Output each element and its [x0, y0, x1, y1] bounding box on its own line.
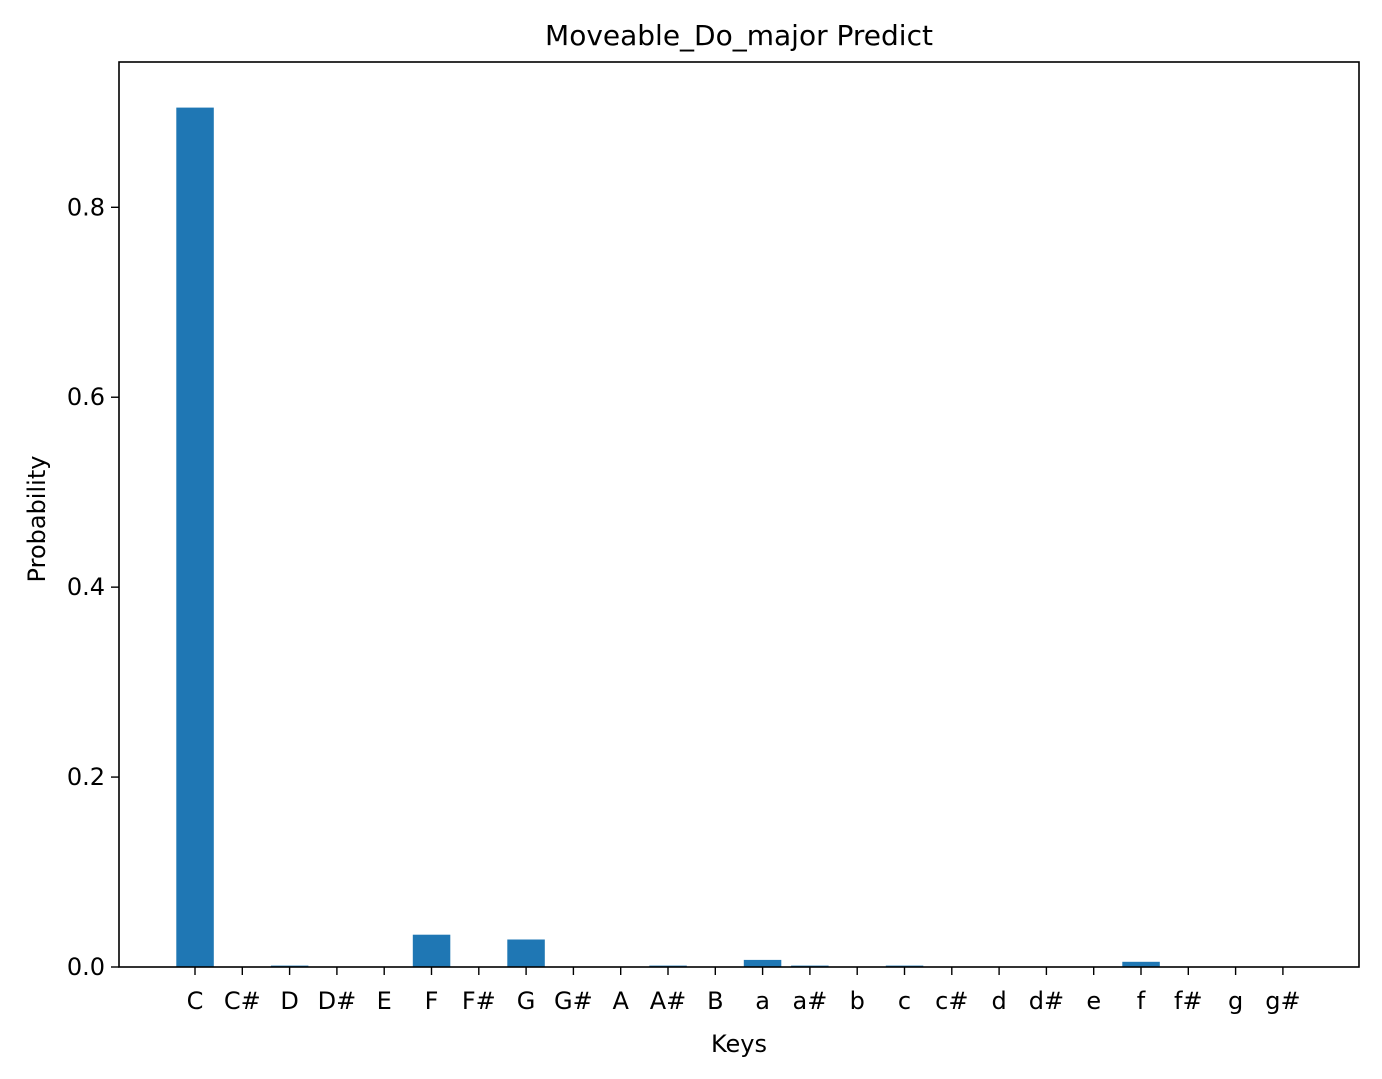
y-tick-label: 0.6: [67, 383, 105, 411]
x-tick-label: c: [898, 987, 911, 1015]
x-tick-label: E: [377, 987, 392, 1015]
x-tick-label: e: [1086, 987, 1101, 1015]
x-tick-label: F#: [462, 987, 496, 1015]
y-tick-label: 0.2: [67, 763, 105, 791]
x-tick-label: f#: [1174, 987, 1203, 1015]
x-tick-label: c#: [935, 987, 968, 1015]
y-tick-label: 0.0: [67, 953, 105, 981]
bar-a: [743, 959, 782, 967]
x-tick-label: A: [612, 987, 629, 1015]
y-axis-label: Probability: [23, 456, 51, 583]
x-tick-label: B: [707, 987, 723, 1015]
x-tick-label: f: [1137, 987, 1146, 1015]
x-tick-label: g#: [1265, 987, 1300, 1015]
x-tick-label: A#: [650, 987, 687, 1015]
x-tick-label: F: [425, 987, 439, 1015]
x-tick-label: a#: [792, 987, 827, 1015]
x-tick-label: b: [850, 987, 865, 1015]
bar-f: [1122, 961, 1160, 967]
x-tick-label: a: [755, 987, 770, 1015]
x-tick-label: d#: [1029, 987, 1064, 1015]
bar-G: [507, 939, 545, 967]
x-tick-label: G#: [554, 987, 593, 1015]
x-tick-label: d: [991, 987, 1006, 1015]
bars-group: [176, 107, 1160, 968]
x-tick-label: C: [187, 987, 204, 1015]
chart-title: Moveable_Do_major Predict: [545, 19, 933, 52]
plot-area-frame: [118, 61, 1360, 968]
bar-C: [176, 107, 214, 968]
x-tick-label: g: [1228, 987, 1243, 1015]
bar-F: [412, 934, 451, 967]
y-tick-label: 0.4: [67, 573, 105, 601]
x-tick-label: D#: [318, 987, 357, 1015]
x-axis-label: Keys: [711, 1030, 767, 1058]
y-tick-label: 0.8: [67, 193, 105, 221]
x-tick-label: C#: [224, 987, 261, 1015]
x-tick-label: G: [517, 987, 536, 1015]
y-axis-ticks: 0.0 0.2 0.4 0.6 0.8: [67, 193, 119, 981]
x-tick-label: D: [280, 987, 298, 1015]
